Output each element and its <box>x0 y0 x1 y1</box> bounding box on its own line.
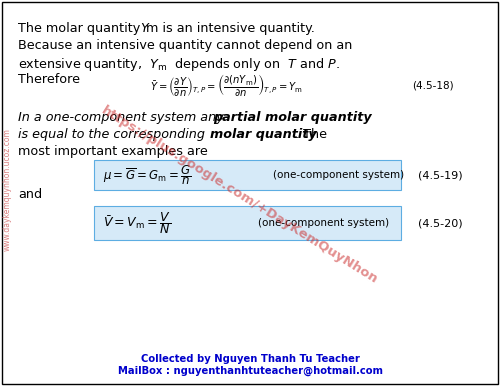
Text: partial molar quantity: partial molar quantity <box>213 111 372 124</box>
Text: $\bar{Y} = \left(\dfrac{\partial Y}{\partial n}\right)_{T,P} = \left(\dfrac{\par: $\bar{Y} = \left(\dfrac{\partial Y}{\par… <box>150 72 303 98</box>
Text: extensive quantity,  $Y_{\rm m}$  depends only on  $T$ and $P$.: extensive quantity, $Y_{\rm m}$ depends … <box>18 56 340 73</box>
Text: $\mu = \overline{G} = G_{\rm m} = \dfrac{G}{n}$: $\mu = \overline{G} = G_{\rm m} = \dfrac… <box>103 163 192 187</box>
Text: $\bar{V} = V_{\rm m} = \dfrac{V}{N}$: $\bar{V} = V_{\rm m} = \dfrac{V}{N}$ <box>103 210 171 236</box>
Text: www.daykemquynhon.ucoz.com: www.daykemquynhon.ucoz.com <box>2 129 12 251</box>
Text: most important examples are: most important examples are <box>18 145 208 158</box>
Text: (4.5-18): (4.5-18) <box>412 80 454 90</box>
Text: (one-component system): (one-component system) <box>258 218 389 228</box>
Text: In a one-component system any: In a one-component system any <box>18 111 228 124</box>
Text: (4.5-20): (4.5-20) <box>418 218 463 228</box>
Text: Therefore: Therefore <box>18 73 80 86</box>
Text: . The: . The <box>295 128 327 141</box>
Text: Y: Y <box>140 22 148 35</box>
Text: MailBox : nguyenthanhtuteacher@hotmail.com: MailBox : nguyenthanhtuteacher@hotmail.c… <box>118 366 382 376</box>
Text: Collected by Nguyen Thanh Tu Teacher: Collected by Nguyen Thanh Tu Teacher <box>140 354 360 364</box>
Text: https://plus.google.com/+DayKemQuyNhon: https://plus.google.com/+DayKemQuyNhon <box>100 104 380 286</box>
Text: and: and <box>18 188 42 201</box>
Text: m is an intensive quantity.: m is an intensive quantity. <box>146 22 315 35</box>
Text: Because an intensive quantity cannot depend on an: Because an intensive quantity cannot dep… <box>18 39 352 52</box>
FancyBboxPatch shape <box>94 160 401 190</box>
Text: (one-component system): (one-component system) <box>273 170 404 180</box>
FancyBboxPatch shape <box>94 206 401 240</box>
Text: is equal to the corresponding: is equal to the corresponding <box>18 128 209 141</box>
Text: The molar quantity: The molar quantity <box>18 22 148 35</box>
Text: (4.5-19): (4.5-19) <box>418 170 463 180</box>
Text: molar quantity: molar quantity <box>210 128 316 141</box>
